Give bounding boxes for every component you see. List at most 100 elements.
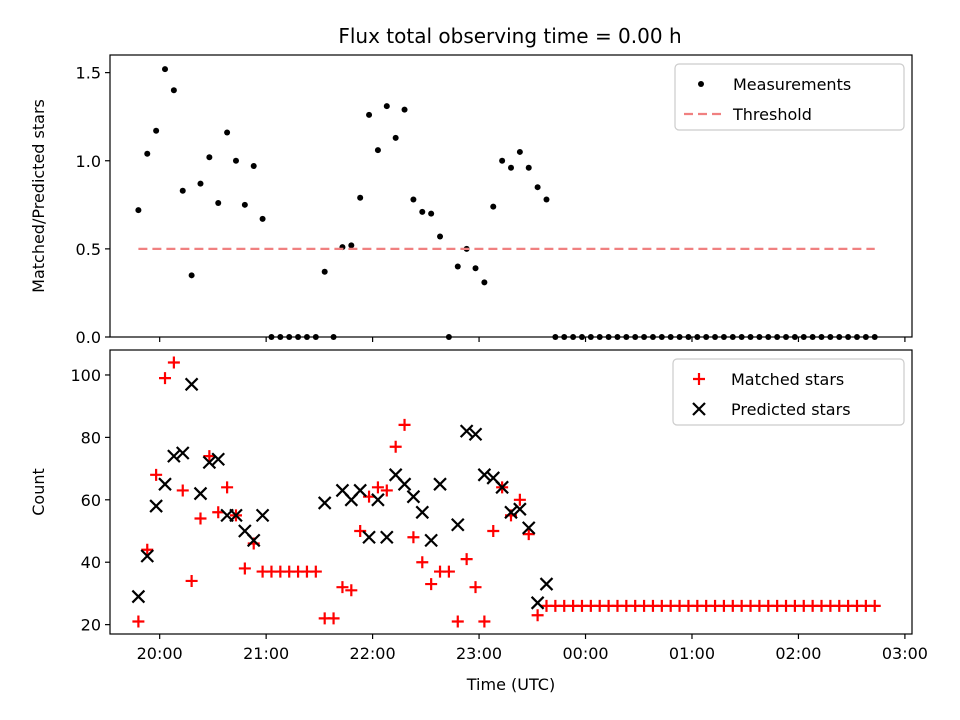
y-tick-label: 1.0: [76, 152, 101, 171]
point-0-12: [241, 201, 248, 208]
point-0-30: [398, 418, 411, 431]
point-0-25: [354, 525, 367, 538]
point-1-20: [371, 493, 385, 507]
point-0-0: [135, 207, 142, 214]
y-tick-label: 100: [70, 366, 101, 385]
point-0-10: [224, 129, 231, 136]
legend-label: Threshold: [732, 105, 812, 124]
point-0-31: [407, 531, 420, 544]
point-0-24: [345, 584, 358, 597]
axes-frame: [109, 349, 913, 635]
series-matched-stars: [132, 356, 881, 628]
x-tick-label: 02:00: [775, 644, 821, 663]
point-0-30: [401, 106, 408, 113]
point-0-26: [366, 111, 373, 118]
point-0-33: [425, 578, 438, 591]
y-tick-label: 1.5: [76, 64, 101, 83]
point-0-7: [197, 180, 204, 187]
bottom-panel-counts: 20:00 21:00 22:00 23:00 00:00 01:00 02:00 03:00…: [29, 349, 928, 694]
point-0-43: [513, 493, 526, 506]
point-1-29: [459, 424, 474, 438]
point-0-45: [531, 609, 544, 622]
point-1-0: [131, 589, 146, 604]
point-0-24: [348, 242, 355, 249]
point-1-25: [415, 505, 430, 520]
point-1-11: [229, 508, 243, 523]
x-tick-label: 00:00: [562, 644, 608, 663]
point-0-1: [141, 543, 154, 556]
point-1-6: [184, 377, 199, 392]
y-tick-label: 20: [81, 616, 101, 635]
point-1-4: [167, 449, 181, 463]
legend-swatch: [693, 373, 705, 385]
point-0-7: [194, 512, 207, 525]
figure-title: Flux total observing time = 0.00 h: [338, 24, 681, 48]
legend-label: Matched stars: [731, 370, 844, 389]
point-0-32: [416, 556, 429, 569]
x-tick-label: 20:00: [137, 644, 183, 663]
point-1-34: [504, 505, 518, 520]
point-0-6: [188, 272, 195, 279]
point-0-34: [437, 233, 444, 240]
point-1-19: [362, 530, 376, 545]
point-0-8: [203, 450, 216, 463]
axes-frame: [109, 54, 913, 338]
point-0-46: [543, 196, 550, 203]
point-0-41: [499, 157, 506, 164]
series-measurements: [135, 66, 878, 340]
point-1-8: [202, 455, 217, 470]
x-tick-label: 23:00: [456, 644, 502, 663]
point-0-44: [525, 164, 532, 171]
point-0-5: [176, 484, 189, 497]
point-0-1: [144, 150, 151, 157]
point-0-4: [170, 87, 177, 94]
x-axis-label: Time (UTC): [466, 675, 555, 694]
point-1-26: [424, 533, 438, 548]
point-0-6: [185, 574, 198, 587]
point-0-40: [487, 525, 500, 538]
point-0-11: [232, 157, 239, 164]
y-tick-label: 0.0: [76, 328, 101, 347]
point-0-2: [153, 127, 160, 134]
point-0-2: [150, 468, 163, 481]
point-0-40: [490, 203, 497, 210]
point-0-14: [259, 215, 266, 222]
y-tick-label: 60: [81, 491, 101, 510]
point-0-25: [357, 194, 364, 201]
point-1-28: [450, 517, 465, 532]
point-0-39: [478, 615, 491, 628]
point-1-15: [317, 496, 332, 510]
point-0-10: [221, 481, 234, 494]
point-0-33: [428, 210, 435, 217]
point-1-14: [255, 508, 270, 523]
point-0-0: [132, 615, 145, 628]
legend-label: Predicted stars: [731, 400, 851, 419]
point-0-12: [238, 562, 251, 575]
point-0-35: [442, 565, 455, 578]
point-1-27: [433, 477, 447, 491]
point-0-83: [868, 599, 881, 612]
x-tick-label: 03:00: [882, 644, 928, 663]
point-0-45: [534, 184, 541, 191]
point-1-33: [495, 480, 509, 495]
point-1-5: [175, 446, 190, 460]
legend: Measurements Threshold: [674, 63, 905, 131]
point-0-28: [383, 103, 390, 110]
legend: Matched stars Predicted stars: [672, 358, 905, 426]
point-0-32: [419, 208, 426, 215]
x-tick-label: 01:00: [669, 644, 715, 663]
point-1-3: [158, 477, 172, 491]
legend-swatch: [692, 402, 706, 416]
legend-box: [672, 358, 905, 426]
y-tick-label: 0.5: [76, 240, 101, 259]
point-0-37: [460, 553, 473, 566]
point-0-43: [516, 148, 523, 155]
point-0-31: [410, 196, 417, 203]
point-0-20: [309, 565, 322, 578]
point-1-7: [193, 486, 208, 501]
point-1-38: [539, 577, 554, 591]
point-0-38: [469, 581, 482, 594]
legend-box: [674, 63, 905, 131]
point-0-4: [167, 356, 180, 369]
